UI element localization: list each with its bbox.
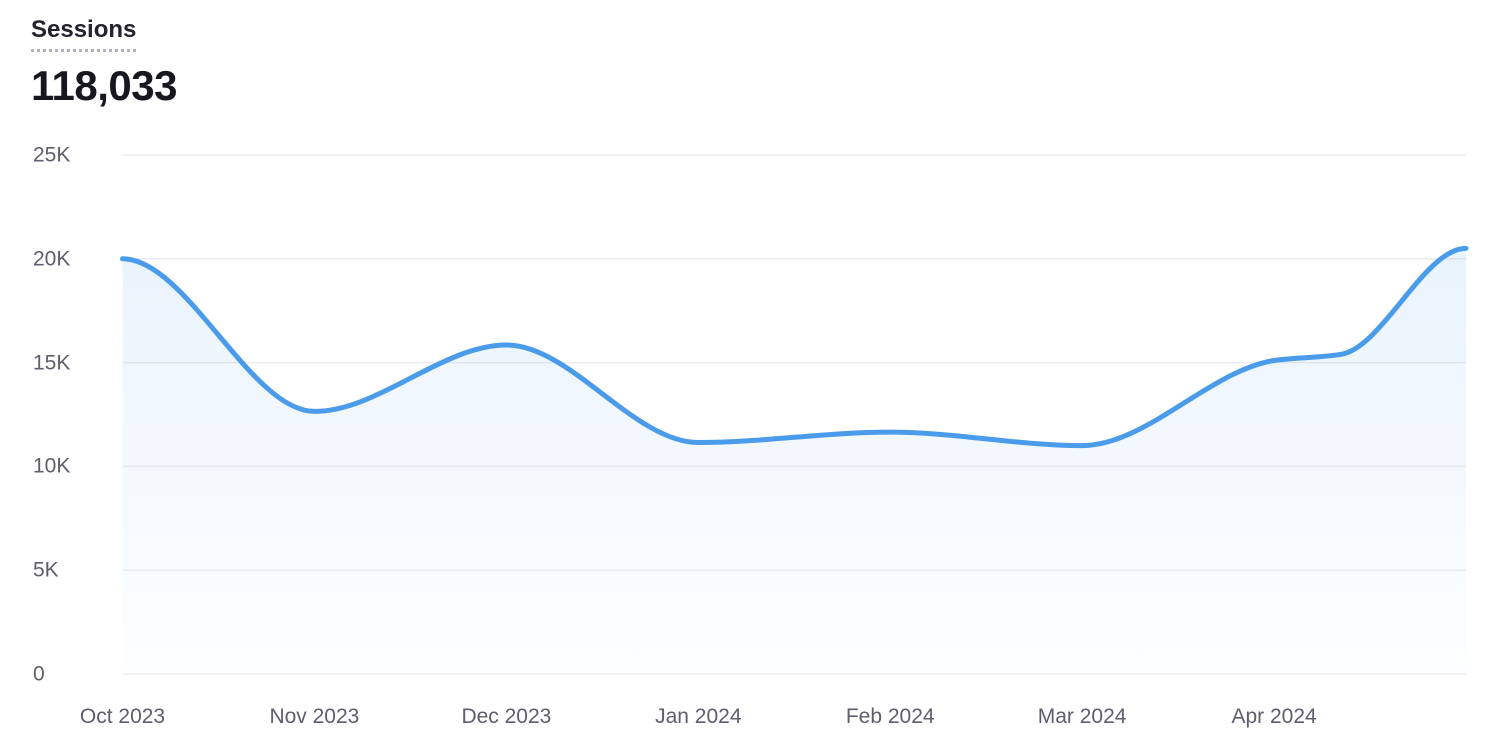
y-axis-label: 15K [33, 351, 71, 375]
x-axis-label: Nov 2023 [269, 705, 360, 728]
y-axis-label: 10K [33, 454, 71, 478]
sessions-title[interactable]: Sessions [31, 14, 137, 53]
x-axis-label: Dec 2023 [461, 705, 552, 728]
sessions-line[interactable] [120, 245, 1469, 449]
sessions-total-value: 118,033 [31, 62, 178, 110]
x-axis-label: Feb 2024 [845, 705, 935, 728]
x-axis-label: Apr 2024 [1231, 705, 1317, 728]
y-axis-label: 5K [33, 558, 59, 582]
x-axis-label: Jan 2024 [655, 705, 742, 728]
y-axis-label: 20K [33, 247, 71, 271]
y-axis-label: 0 [33, 662, 45, 686]
card-header: Sessions 118,033 [31, 14, 178, 110]
y-axis-label: 25K [33, 143, 71, 167]
x-axis-label: Oct 2023 [79, 705, 166, 728]
x-axis-label: Mar 2024 [1037, 705, 1127, 728]
sessions-area-fill [122, 248, 1466, 674]
